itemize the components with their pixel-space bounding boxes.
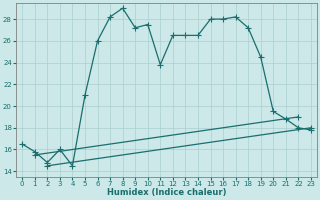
X-axis label: Humidex (Indice chaleur): Humidex (Indice chaleur) <box>107 188 226 197</box>
